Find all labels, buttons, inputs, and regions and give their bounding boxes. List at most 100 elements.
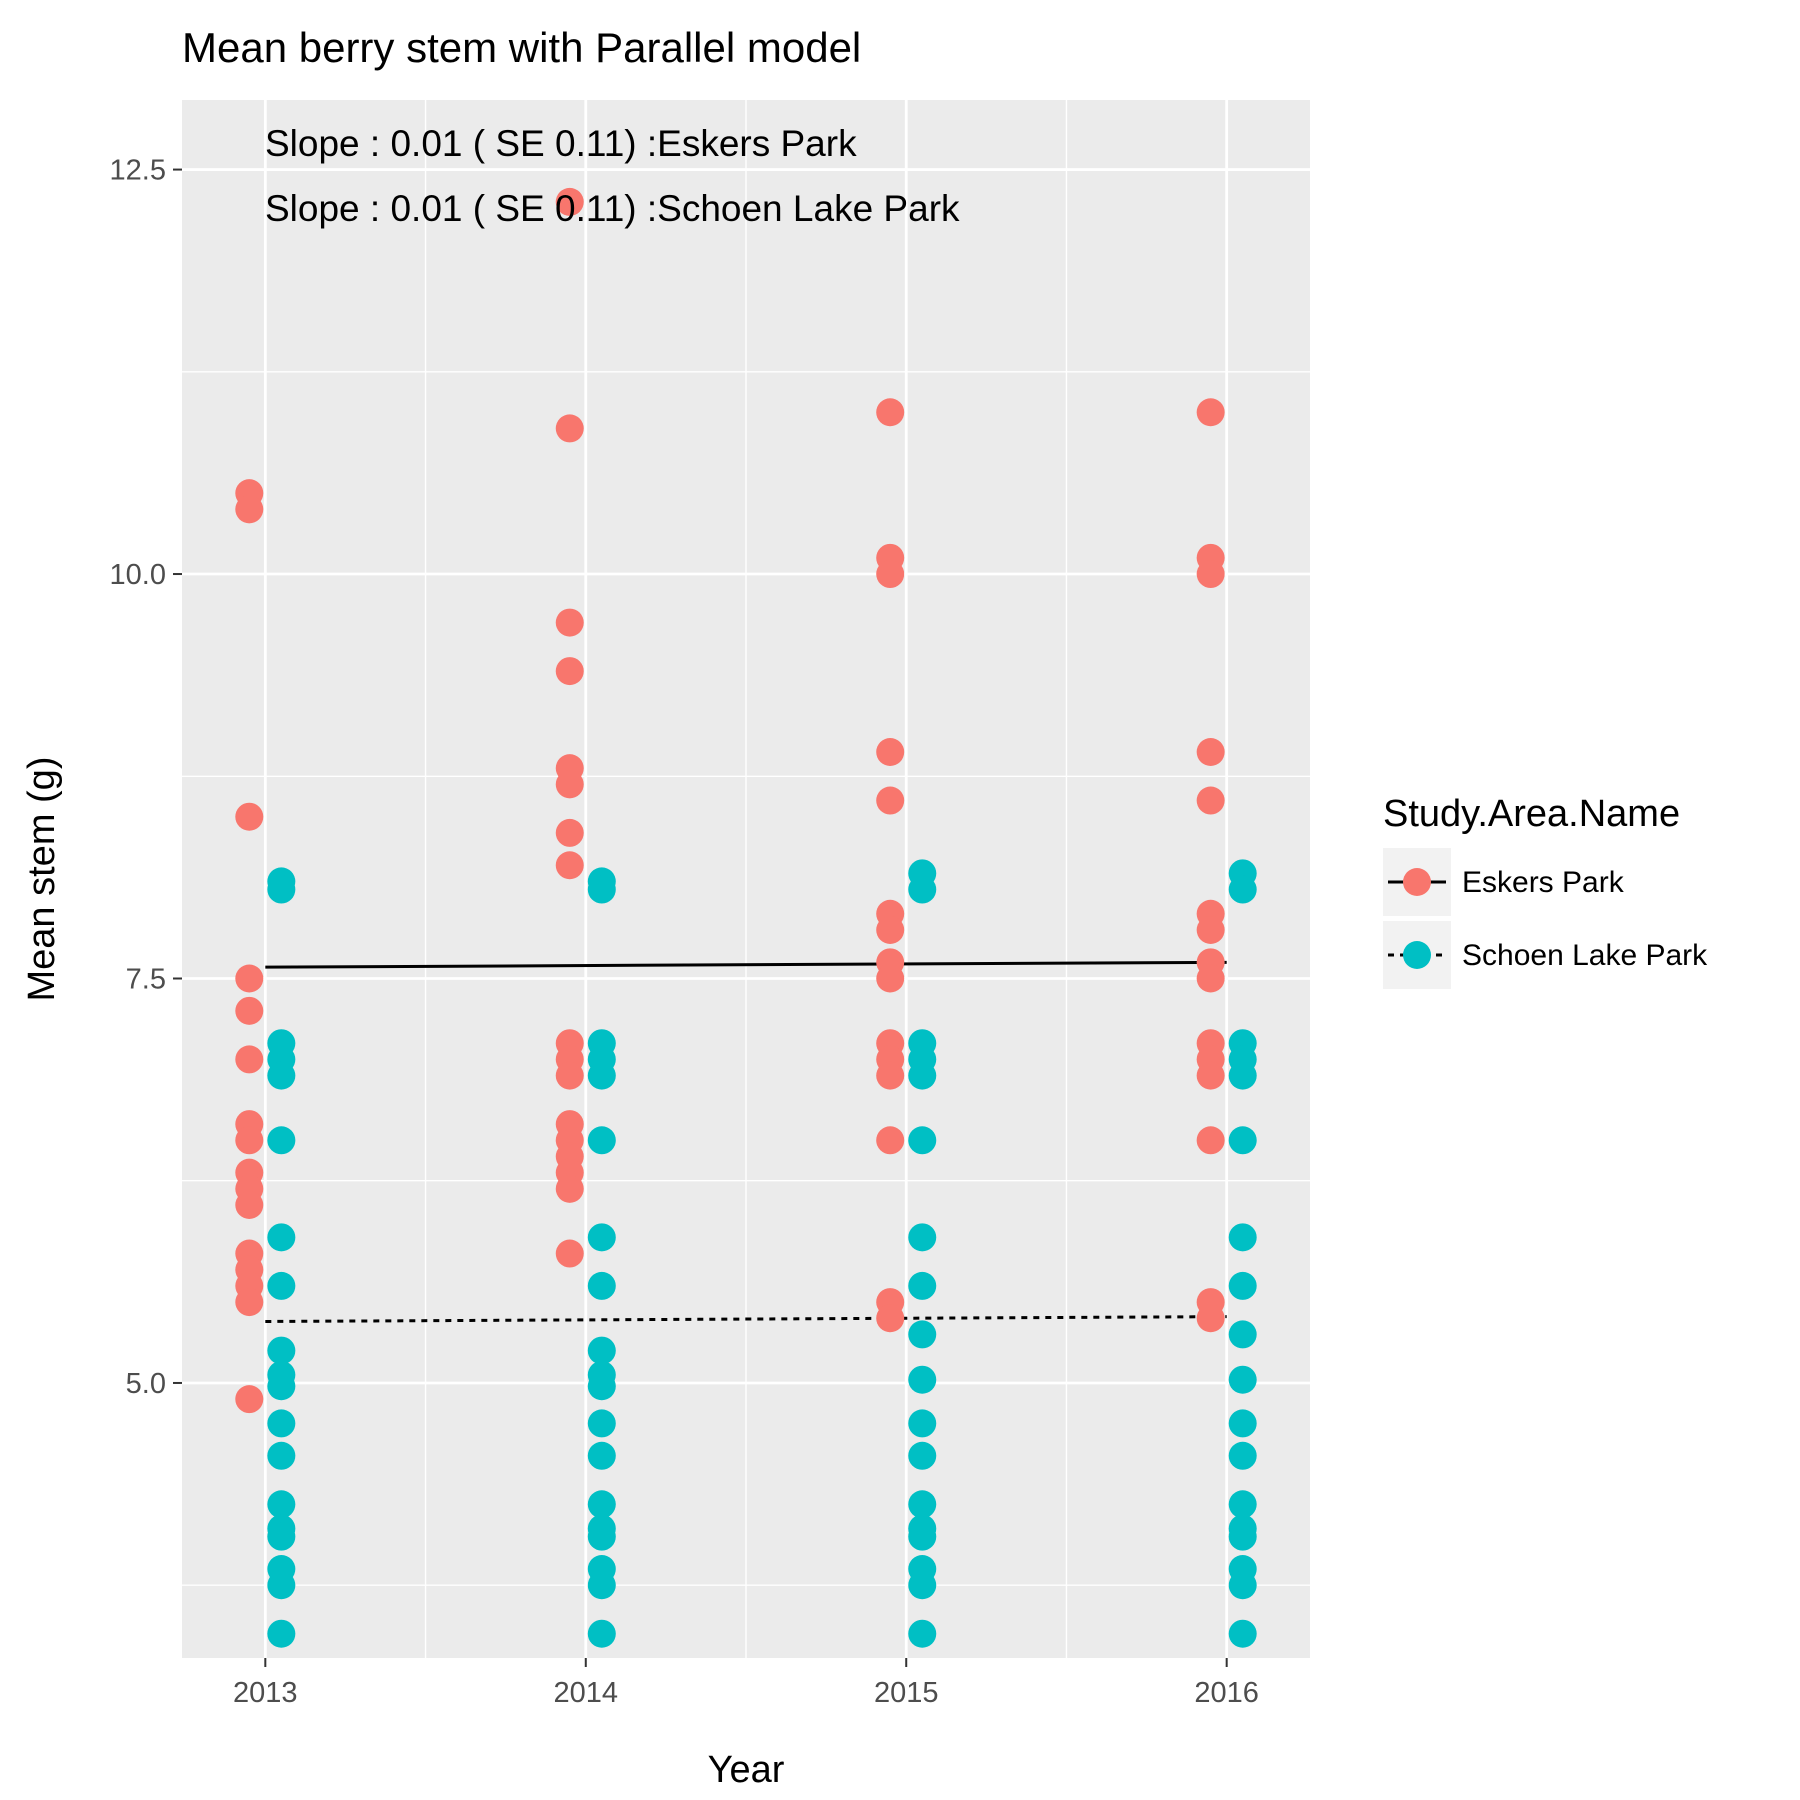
data-point — [555, 657, 584, 686]
data-point — [587, 1061, 616, 1090]
data-point — [908, 1365, 937, 1394]
legend-label-schoen-lake-park: Schoen Lake Park — [1462, 939, 1708, 972]
data-point — [267, 1571, 296, 1600]
data-point — [267, 1490, 296, 1519]
data-point — [587, 1409, 616, 1438]
data-point — [908, 1619, 937, 1648]
y-tick-label: 7.5 — [126, 963, 166, 995]
data-point — [587, 1571, 616, 1600]
x-tick-label: 2015 — [874, 1677, 939, 1709]
legend-title: Study.Area.Name — [1383, 793, 1680, 835]
y-tick-label: 12.5 — [110, 155, 166, 187]
data-point — [876, 560, 905, 589]
data-point — [1228, 1223, 1257, 1252]
slope-annotation-schoen: Slope : 0.01 ( SE 0.11) :Schoen Lake Par… — [265, 188, 960, 229]
data-point — [1228, 1490, 1257, 1519]
data-point — [587, 1223, 616, 1252]
data-point — [587, 1522, 616, 1551]
data-point — [587, 1441, 616, 1470]
data-point — [555, 187, 584, 216]
slope-annotation-eskers: Slope : 0.01 ( SE 0.11) :Eskers Park — [265, 123, 857, 164]
data-point — [267, 1271, 296, 1300]
data-point — [908, 1441, 937, 1470]
data-point — [267, 1372, 296, 1401]
data-point — [555, 1239, 584, 1268]
data-point — [587, 1126, 616, 1155]
chart-title: Mean berry stem with Parallel model — [182, 24, 861, 71]
data-point — [1196, 398, 1225, 427]
data-point — [908, 1409, 937, 1438]
data-point — [1228, 1320, 1257, 1349]
fit-line — [265, 1315, 1227, 1323]
data-point — [587, 1490, 616, 1519]
data-point — [555, 851, 584, 880]
data-point — [1228, 1126, 1257, 1155]
data-point — [1228, 1571, 1257, 1600]
data-point — [876, 737, 905, 766]
data-point — [587, 1619, 616, 1648]
data-point — [267, 1061, 296, 1090]
data-point — [267, 1522, 296, 1551]
y-axis-title: Mean stem (g) — [21, 757, 63, 1002]
data-point — [1196, 786, 1225, 815]
y-tick-label: 10.0 — [110, 559, 166, 591]
data-point — [235, 495, 264, 524]
data-point — [1196, 560, 1225, 589]
legend: Study.Area.Name Eskers Park Schoen Lake … — [1383, 793, 1708, 989]
data-point — [908, 1061, 937, 1090]
data-point — [267, 1126, 296, 1155]
fit-line — [265, 960, 1227, 969]
x-tick-label: 2013 — [233, 1677, 298, 1709]
data-point — [1196, 1304, 1225, 1333]
data-point — [267, 1441, 296, 1470]
data-point — [555, 1061, 584, 1090]
data-point — [555, 1174, 584, 1203]
data-point — [876, 1061, 905, 1090]
data-point — [555, 770, 584, 799]
data-point — [1196, 1126, 1225, 1155]
data-point — [1228, 1441, 1257, 1470]
fit-lines — [265, 960, 1227, 1323]
data-point — [235, 1385, 264, 1414]
data-point — [908, 1271, 937, 1300]
data-point — [267, 1619, 296, 1648]
data-point — [587, 1271, 616, 1300]
data-point — [1228, 875, 1257, 904]
legend-keys — [1383, 848, 1451, 989]
data-point — [908, 875, 937, 904]
data-point — [1196, 915, 1225, 944]
legend-key-point — [1403, 868, 1431, 896]
data-point — [1228, 1061, 1257, 1090]
data-point — [1228, 1522, 1257, 1551]
data-point — [908, 1223, 937, 1252]
data-point — [876, 1304, 905, 1333]
x-axis-title: Year — [708, 1749, 785, 1791]
data-point — [908, 1490, 937, 1519]
data-point — [876, 964, 905, 993]
data-point — [587, 1336, 616, 1365]
data-point — [587, 875, 616, 904]
data-point — [1228, 1619, 1257, 1648]
data-point — [1228, 1365, 1257, 1394]
data-point — [235, 996, 264, 1025]
data-point — [876, 915, 905, 944]
data-point — [555, 414, 584, 443]
data-point — [908, 1571, 937, 1600]
legend-key-point — [1403, 941, 1431, 969]
data-point — [587, 1372, 616, 1401]
data-point — [555, 818, 584, 847]
data-point — [908, 1320, 937, 1349]
data-point — [235, 964, 264, 993]
data-point — [267, 1409, 296, 1438]
grid-lines — [182, 100, 1310, 1658]
data-point — [267, 1223, 296, 1252]
data-point — [235, 802, 264, 831]
x-tick-label: 2016 — [1194, 1677, 1259, 1709]
data-point — [1196, 1061, 1225, 1090]
data-point — [235, 1045, 264, 1074]
data-point — [267, 875, 296, 904]
y-tick-label: 5.0 — [126, 1368, 166, 1400]
data-point — [235, 1126, 264, 1155]
data-point — [235, 1190, 264, 1219]
